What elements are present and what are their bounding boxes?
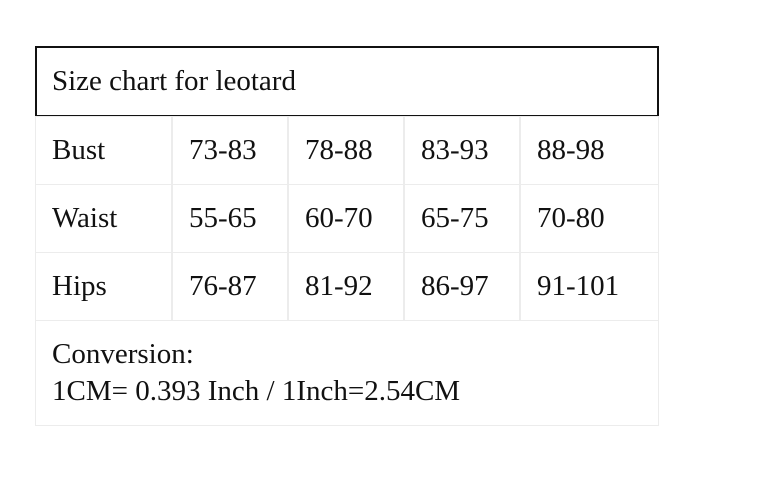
size-cell: 65-75 <box>404 184 520 253</box>
size-cell: 86-97 <box>404 252 520 321</box>
size-cell: 73-83 <box>172 116 288 185</box>
size-cell: 60-70 <box>288 184 404 253</box>
row-label: Waist <box>35 184 172 253</box>
note-line: Conversion: <box>52 338 194 370</box>
size-cell: 91-101 <box>520 252 659 321</box>
size-cell: 78-88 <box>288 116 404 185</box>
note-line: 1CM= 0.393 Inch / 1Inch=2.54CM <box>52 375 461 407</box>
table-title: Size chart for leotard <box>35 46 659 117</box>
size-cell: 83-93 <box>404 116 520 185</box>
size-cell: 88-98 <box>520 116 659 185</box>
row-label: Bust <box>35 116 172 185</box>
conversion-note: Conversion: 1CM= 0.393 Inch / 1Inch=2.54C… <box>35 320 659 426</box>
row-label: Hips <box>35 252 172 321</box>
size-cell: 70-80 <box>520 184 659 253</box>
size-cell: 76-87 <box>172 252 288 321</box>
size-cell: 55-65 <box>172 184 288 253</box>
size-cell: 81-92 <box>288 252 404 321</box>
